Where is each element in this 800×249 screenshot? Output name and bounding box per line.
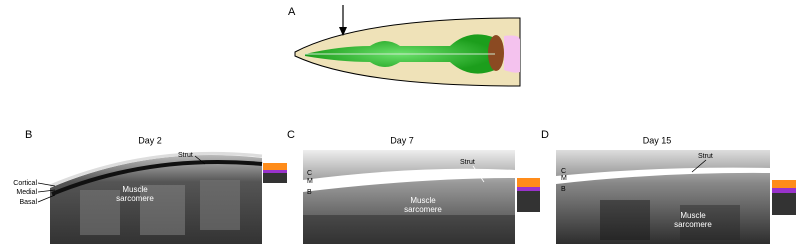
layer-label: B: [307, 189, 312, 196]
micrograph: [556, 150, 770, 244]
layer-key: [263, 163, 796, 215]
panel-label: B: [25, 129, 32, 141]
panel-label: A: [288, 6, 296, 18]
layer-label: Basal: [19, 199, 37, 206]
panel-title: Day 15: [643, 135, 672, 145]
muscle-label: Muscle: [680, 211, 706, 220]
muscle-label: sarcomere: [404, 205, 442, 214]
panel-label: C: [287, 129, 295, 141]
layer-label: C: [307, 170, 312, 177]
strut-label: Strut: [460, 159, 475, 166]
panel-title: Day 7: [390, 135, 414, 145]
muscle-label: sarcomere: [674, 220, 712, 229]
muscle-label: sarcomere: [116, 194, 154, 203]
credit: ©WormAtlas: [4, 237, 38, 244]
panel-label: D: [541, 129, 549, 141]
layer-label: Cortical: [13, 180, 37, 187]
layer-label: Medial: [16, 189, 37, 196]
layer-label: M: [561, 175, 567, 182]
worm-drawing: [294, 5, 521, 87]
micrograph: [49, 151, 263, 244]
layer-label: M: [307, 178, 313, 185]
strut-label: Strut: [178, 152, 193, 159]
layer-label: B: [561, 186, 566, 193]
pointer: [37, 155, 707, 203]
muscle-label: Muscle: [410, 196, 436, 205]
strut-label: Strut: [698, 153, 713, 160]
muscle-label: Muscle: [122, 185, 148, 194]
layer-label: C: [561, 168, 566, 175]
panel-title: Day 2: [138, 135, 162, 145]
micrograph: [303, 150, 515, 244]
